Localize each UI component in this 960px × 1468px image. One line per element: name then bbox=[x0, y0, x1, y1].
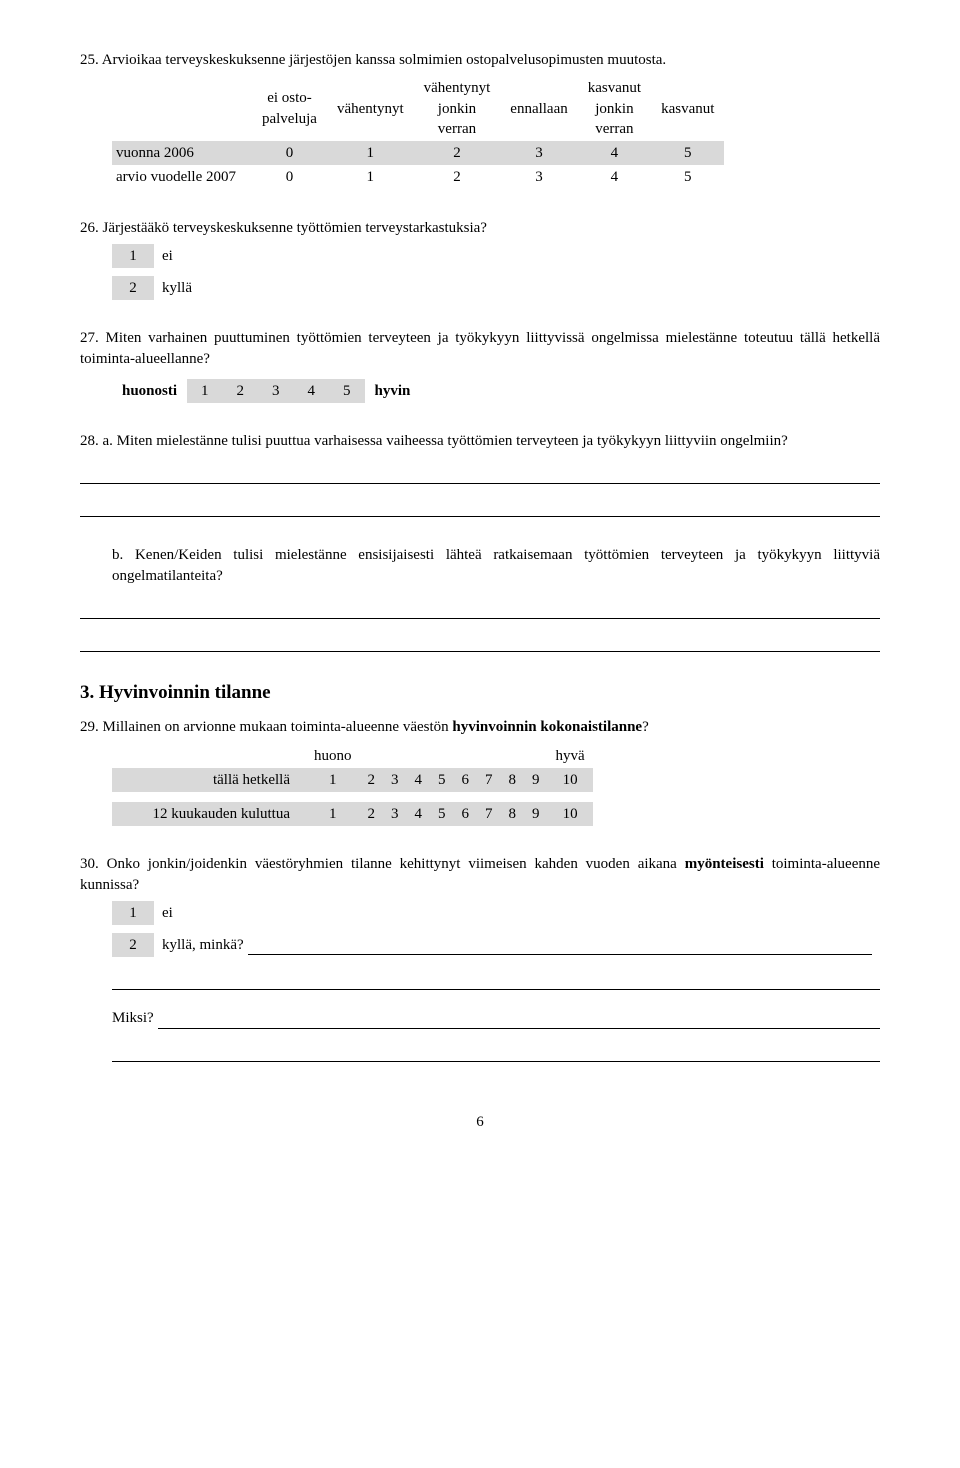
q28a-body: Miten mielestänne tulisi puuttua varhais… bbox=[117, 433, 788, 449]
q29-num: 29. bbox=[80, 719, 99, 735]
q26-num: 26. bbox=[80, 220, 99, 236]
q27-text: 27. Miten varhainen puuttuminen työttömi… bbox=[80, 328, 880, 369]
q27: 27. Miten varhainen puuttuminen työttömi… bbox=[80, 328, 880, 403]
q26-options: 1 ei 2 kyllä bbox=[112, 244, 200, 301]
q28b-num: b. bbox=[112, 547, 123, 563]
q30-which-line[interactable] bbox=[248, 940, 872, 955]
q27-scale: huonosti 1 2 3 4 5 hyvin bbox=[112, 379, 420, 403]
q29-table: huono hyvä tällä hetkellä 1 2 3 4 5 6 7 … bbox=[112, 744, 593, 827]
q30-opt-0[interactable]: 1 ei bbox=[112, 901, 880, 925]
q25-row-1: arvio vuodelle 2007 0 1 2 3 4 5 bbox=[112, 165, 724, 189]
q30-opt-1[interactable]: 2 kyllä, minkä? bbox=[112, 933, 880, 957]
q25-h5: kasvanut bbox=[651, 76, 724, 141]
q25-body: Arvioikaa terveyskeskuksenne järjestöjen… bbox=[102, 52, 666, 68]
q26: 26. Järjestääkö terveyskeskuksenne tyött… bbox=[80, 218, 880, 301]
q25-num: 25. bbox=[80, 52, 99, 68]
q26-opt-1[interactable]: 2 kyllä bbox=[112, 276, 200, 300]
q30-text: 30. Onko jonkin/joidenkin väestöryhmien … bbox=[80, 854, 880, 895]
q29-body-b: hyvinvoinnin kokonaistilanne bbox=[452, 719, 642, 735]
q25: 25. Arvioikaa terveyskeskuksenne järjest… bbox=[80, 50, 880, 190]
q27-body: Miten varhainen puuttuminen työttömien t… bbox=[80, 330, 880, 366]
q28b-body: Kenen/Keiden tulisi mielestänne ensisija… bbox=[112, 547, 880, 583]
q29-row-1: 12 kuukauden kuluttua 1 2 3 4 5 6 7 8 9 … bbox=[112, 802, 593, 826]
q26-opt-0[interactable]: 1 ei bbox=[112, 244, 200, 268]
q25-h0: ei osto- palveluja bbox=[252, 76, 327, 141]
q28a-num: 28. a. bbox=[80, 433, 113, 449]
q30-line2[interactable] bbox=[112, 1043, 880, 1062]
q27-left: huonosti bbox=[112, 379, 187, 403]
section3-heading: 3. Hyvinvoinnin tilanne bbox=[80, 680, 880, 706]
page-number: 6 bbox=[80, 1112, 880, 1132]
q28a-text: 28. a. Miten mielestänne tulisi puuttua … bbox=[80, 431, 880, 451]
q26-text: 26. Järjestääkö terveyskeskuksenne tyött… bbox=[80, 218, 880, 238]
q30-why-line[interactable] bbox=[158, 1014, 880, 1029]
q28b: b. Kenen/Keiden tulisi mielestänne ensis… bbox=[80, 545, 880, 652]
q28b-line1[interactable] bbox=[80, 600, 880, 619]
q27-right: hyvin bbox=[365, 379, 421, 403]
q30-body-b: myönteisesti bbox=[685, 856, 764, 872]
q25-table: ei osto- palveluja vähentynyt vähentynyt… bbox=[112, 76, 724, 189]
q25-h2: vähentynyt jonkin verran bbox=[414, 76, 501, 141]
q29-body-c: ? bbox=[642, 719, 649, 735]
q25-h1: vähentynyt bbox=[327, 76, 414, 141]
q29-left: huono bbox=[306, 744, 360, 768]
q30-body-a: Onko jonkin/joidenkin väestöryhmien tila… bbox=[107, 856, 685, 872]
q29: 29. Millainen on arvionne mukaan toimint… bbox=[80, 717, 880, 826]
q25-text: 25. Arvioikaa terveyskeskuksenne järjest… bbox=[80, 50, 880, 70]
q28a-line1[interactable] bbox=[80, 465, 880, 484]
q29-right: hyvä bbox=[548, 744, 593, 768]
q30: 30. Onko jonkin/joidenkin väestöryhmien … bbox=[80, 854, 880, 1061]
q30-line1[interactable] bbox=[112, 971, 880, 990]
q25-h4: kasvanut jonkin verran bbox=[578, 76, 651, 141]
q28b-line2[interactable] bbox=[80, 633, 880, 652]
q29-text: 29. Millainen on arvionne mukaan toimint… bbox=[80, 717, 880, 737]
q25-h3: ennallaan bbox=[500, 76, 577, 141]
q25-row-0: vuonna 2006 0 1 2 3 4 5 bbox=[112, 141, 724, 165]
q30-num: 30. bbox=[80, 856, 99, 872]
q30-options: 1 ei 2 kyllä, minkä? bbox=[112, 901, 880, 958]
q29-body-a: Millainen on arvionne mukaan toiminta-al… bbox=[103, 719, 453, 735]
q28a-line2[interactable] bbox=[80, 498, 880, 517]
q26-body: Järjestääkö terveyskeskuksenne työttömie… bbox=[103, 220, 487, 236]
q29-row-0: tällä hetkellä 1 2 3 4 5 6 7 8 9 10 bbox=[112, 768, 593, 792]
q28b-text: b. Kenen/Keiden tulisi mielestänne ensis… bbox=[112, 545, 880, 586]
q27-num: 27. bbox=[80, 330, 99, 346]
q28a: 28. a. Miten mielestänne tulisi puuttua … bbox=[80, 431, 880, 517]
q30-why: Miksi? bbox=[112, 1008, 154, 1028]
